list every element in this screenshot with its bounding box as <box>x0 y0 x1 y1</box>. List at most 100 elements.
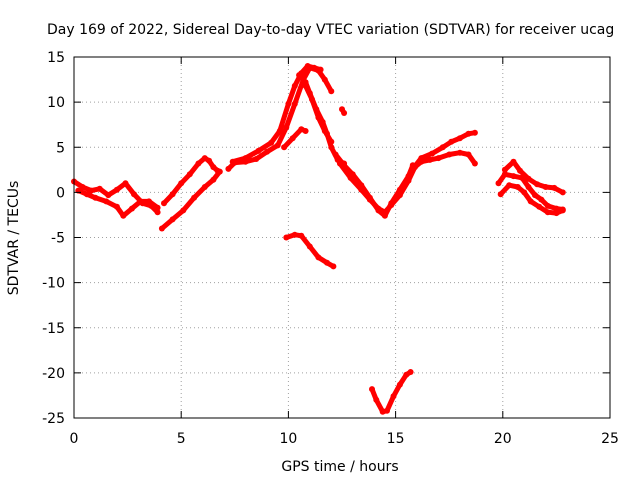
data-point-0-4-12 <box>328 88 335 95</box>
data-point-0-2-7 <box>210 164 217 171</box>
data-point-0-11-2 <box>358 186 365 193</box>
data-point-0-13-0 <box>283 234 290 241</box>
data-point-0-12-6 <box>465 130 472 137</box>
data-point-0-11-13 <box>446 151 453 158</box>
data-point-0-3-3 <box>191 194 198 201</box>
data-point-0-11-3 <box>366 196 373 203</box>
y-tick-label-4: -5 <box>51 231 65 247</box>
data-point-0-11-16 <box>471 160 478 167</box>
data-point-0-11-14 <box>456 149 463 156</box>
data-point-0-17-2 <box>517 167 523 174</box>
y-tick-label-7: -20 <box>42 366 65 382</box>
data-point-0-4-4 <box>264 148 270 155</box>
data-point-0-17-6 <box>551 184 558 191</box>
data-point-0-1-7 <box>137 198 144 205</box>
data-point-0-11-8 <box>405 177 412 184</box>
data-point-0-15-6 <box>538 196 545 203</box>
data-point-0-12-3 <box>439 144 446 151</box>
data-point-0-4-6 <box>283 124 290 131</box>
data-point-0-4-3 <box>253 156 260 162</box>
y-tick-label-3: 0 <box>56 185 65 201</box>
data-point-0-15-2 <box>510 173 517 180</box>
data-point-0-0-1 <box>79 184 86 190</box>
data-point-0-17-0 <box>501 166 508 173</box>
data-segment-0-14 <box>369 369 414 415</box>
axis-ticks: 0 5 10 15 20 25 15 10 5 0 -5 -10 -15 -20 -25 <box>42 50 619 447</box>
data-point-0-1-1 <box>83 191 90 198</box>
data-point-0-5-0 <box>229 158 236 165</box>
y-tick-label-1: 10 <box>47 95 65 111</box>
y-tick-label-0: 15 <box>47 50 65 66</box>
x-tick-label-1: 5 <box>177 431 186 447</box>
data-point-0-3-1 <box>169 216 176 223</box>
data-point-0-4-11 <box>321 76 328 83</box>
y-axis-label: SDTVAR / TECUs <box>6 181 22 296</box>
data-point-0-2-0 <box>161 200 167 207</box>
data-point-0-11-15 <box>465 151 472 158</box>
data-point-0-8-1 <box>309 96 315 103</box>
data-point-0-17-5 <box>542 184 549 190</box>
data-point-0-2-1 <box>169 191 176 198</box>
data-point-0-8-4 <box>328 138 335 145</box>
data-point-0-5-6 <box>291 82 298 89</box>
y-tick-label-8: -25 <box>42 411 65 427</box>
data-point-0-12-1 <box>418 155 425 162</box>
data-point-0-12-4 <box>448 138 455 145</box>
data-point-0-6-0 <box>281 144 288 151</box>
data-point-0-0-10 <box>154 209 161 216</box>
data-point-0-15-7 <box>544 202 551 209</box>
data-point-0-11-1 <box>347 174 354 181</box>
data-point-0-1-6 <box>128 205 135 212</box>
data-point-0-8-3 <box>321 128 328 134</box>
data-point-0-4-5 <box>274 142 281 149</box>
data-point-0-11-0 <box>336 160 343 167</box>
x-tick-label-4: 20 <box>494 431 512 447</box>
data-point-0-15-1 <box>501 171 508 178</box>
data-point-0-8-0 <box>302 82 309 89</box>
data-point-0-11-11 <box>426 156 433 163</box>
data-point-0-11-5 <box>381 209 388 216</box>
data-point-0-5-10 <box>317 66 324 73</box>
data-point-0-5-1 <box>242 155 249 162</box>
data-point-0-15-0 <box>495 180 502 187</box>
data-point-0-16-7 <box>553 210 560 217</box>
data-point-0-3-4 <box>201 184 208 190</box>
data-point-0-14-7 <box>407 369 414 375</box>
x-tick-label-5: 25 <box>601 431 619 447</box>
data-point-0-5-9 <box>311 64 318 71</box>
y-tick-label-6: -15 <box>42 321 65 337</box>
data-point-0-12-5 <box>456 135 463 142</box>
data-point-0-11-4 <box>375 205 382 212</box>
y-tick-label-5: -10 <box>42 276 65 292</box>
data-point-0-0-6 <box>122 180 129 187</box>
data-point-0-11-12 <box>435 155 442 162</box>
data-segment-0-15 <box>496 171 566 212</box>
data-point-0-2-3 <box>186 171 193 178</box>
data-point-0-13-1 <box>291 231 298 238</box>
data-point-0-10-0 <box>332 151 339 158</box>
data-point-0-5-2 <box>255 147 262 154</box>
data-point-0-5-3 <box>268 139 275 146</box>
data-point-0-0-4 <box>105 192 112 199</box>
data-point-0-6-3 <box>302 128 309 134</box>
data-segment-0-1 <box>75 188 161 219</box>
data-point-0-1-8 <box>146 198 152 205</box>
data-point-0-2-5 <box>201 155 208 162</box>
data-point-0-3-5 <box>210 176 217 183</box>
data-point-0-1-9 <box>154 204 161 211</box>
data-point-0-3-0 <box>158 225 165 232</box>
data-point-0-14-6 <box>403 371 410 378</box>
data-point-0-3-6 <box>216 168 223 175</box>
data-point-0-13-3 <box>306 243 313 250</box>
data-point-0-0-2 <box>88 187 95 194</box>
data-point-0-14-3 <box>384 407 390 414</box>
data-point-0-14-0 <box>369 386 375 393</box>
x-tick-label-0: 0 <box>70 431 79 447</box>
data-point-0-0-3 <box>96 185 103 192</box>
data-point-0-13-6 <box>330 263 337 270</box>
data-point-0-4-0 <box>225 165 232 172</box>
data-point-0-11-6 <box>388 202 395 208</box>
data-point-0-14-4 <box>390 393 397 400</box>
data-point-0-12-0 <box>409 165 416 172</box>
